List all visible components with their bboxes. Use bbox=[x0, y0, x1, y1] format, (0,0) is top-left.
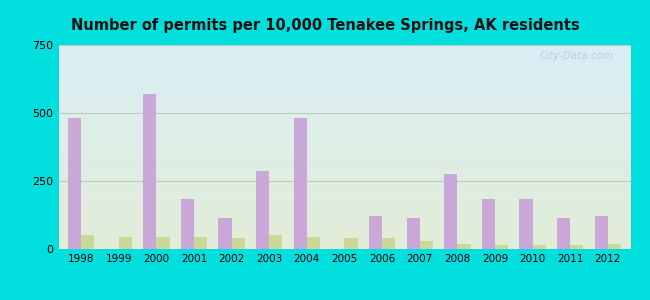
Bar bbox=[382, 238, 395, 249]
Bar bbox=[458, 244, 471, 249]
Bar bbox=[344, 238, 358, 249]
Bar bbox=[608, 244, 621, 249]
Bar bbox=[231, 238, 245, 249]
Bar bbox=[143, 94, 157, 249]
Bar bbox=[532, 245, 546, 249]
Bar bbox=[495, 245, 508, 249]
Bar bbox=[557, 218, 570, 249]
Bar bbox=[444, 174, 458, 249]
Bar bbox=[294, 118, 307, 249]
Bar bbox=[269, 236, 282, 249]
Bar bbox=[68, 118, 81, 249]
Bar bbox=[307, 237, 320, 249]
Bar bbox=[519, 199, 532, 249]
Bar bbox=[218, 218, 231, 249]
Bar bbox=[570, 245, 584, 249]
Bar bbox=[81, 236, 94, 249]
Bar bbox=[119, 237, 132, 249]
Bar bbox=[181, 199, 194, 249]
Text: City-Data.com: City-Data.com bbox=[540, 51, 614, 61]
Bar bbox=[482, 199, 495, 249]
Bar bbox=[256, 172, 269, 249]
Bar bbox=[369, 216, 382, 249]
Bar bbox=[157, 237, 170, 249]
Bar bbox=[194, 237, 207, 249]
Bar bbox=[595, 216, 608, 249]
Bar bbox=[420, 241, 433, 249]
Bar bbox=[407, 218, 420, 249]
Text: Number of permits per 10,000 Tenakee Springs, AK residents: Number of permits per 10,000 Tenakee Spr… bbox=[71, 18, 579, 33]
